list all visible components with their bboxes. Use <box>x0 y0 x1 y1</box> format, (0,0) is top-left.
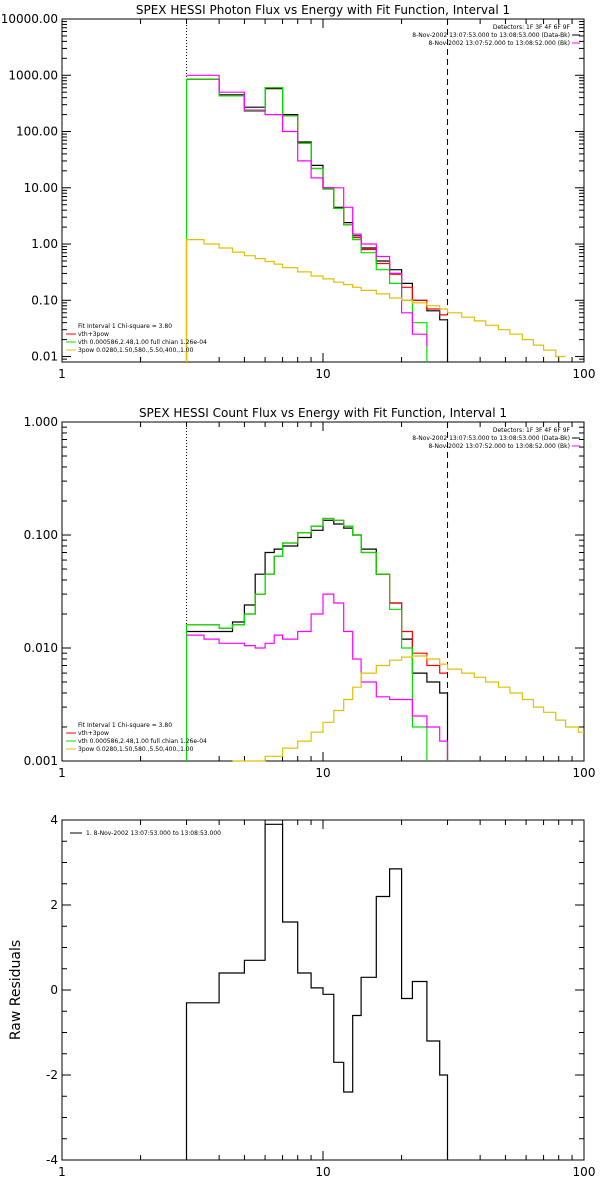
x-tick-label-1-1: 10 <box>315 766 330 780</box>
legend-line-2-0: 1. 8-Nov-2002 13:07:53.000 to 13:08:53.0… <box>86 830 221 837</box>
x-tick-label-2-1: 10 <box>315 1165 330 1179</box>
series-line-0-2 <box>185 78 428 362</box>
series-line-0-4 <box>185 239 566 362</box>
x-tick-label-0-0: 1 <box>58 367 66 381</box>
legend-line-1-0: Fit Interval 1 Chi-square = 3.80 <box>78 722 172 729</box>
y-tick-label-0-2: 1.00 <box>31 237 58 251</box>
y-tick-label-0-1: 0.10 <box>31 293 58 307</box>
y-tick-label-1-3: 1.000 <box>24 415 58 429</box>
chart-title-1: SPEX HESSI Count Flux vs Energy with Fit… <box>139 406 507 420</box>
plot-frame-0 <box>61 18 585 363</box>
y-tick-label-1-1: 0.010 <box>24 641 58 655</box>
legend-line-1-2: vth 0.000586,2.48,1.00 full chian 1.26e-… <box>78 738 207 745</box>
y-axis-label-2: Raw Residuals <box>8 940 24 1040</box>
y-tick-label-0-3: 10.00 <box>24 181 58 195</box>
series-line-1-1 <box>186 517 448 674</box>
y-tick-label-2-3: 2 <box>50 898 58 912</box>
series-line-0-0 <box>186 78 449 362</box>
legend-line-0-2: vth 0.000586,2.48,1.00 full chian 1.26e-… <box>78 339 207 346</box>
y-tick-label-1-0: 0.001 <box>24 754 58 768</box>
series-line-1-2 <box>185 517 428 761</box>
info-line-0-1: 8-Nov-2002 13:07:53.000 to 13:08:53.000 … <box>412 32 570 39</box>
info-line-0-0: Detectors: 1F 3F 4F 6F 9F <box>493 24 571 31</box>
x-tick-label-0-2: 100 <box>573 367 596 381</box>
y-tick-label-0-4: 100.00 <box>16 125 58 139</box>
series-line-0-3 <box>186 74 428 347</box>
x-tick-label-2-0: 1 <box>58 1165 66 1179</box>
legend-line-1-1: vth+3pow <box>78 730 109 737</box>
chart-title-0: SPEX HESSI Photon Flux vs Energy with Fi… <box>136 3 510 17</box>
series-line-0-1 <box>186 78 448 316</box>
info-line-0-2: 8-Nov-2002 13:07:52.000 to 13:08:52.000 … <box>428 40 570 47</box>
legend-line-0-1: vth+3pow <box>78 331 109 338</box>
legend-line-0-3: 3pow 0.0280,1.50,580.,5.50,400.,1.00 <box>78 347 194 354</box>
info-line-1-2: 8-Nov-2002 13:07:52.000 to 13:08:52.000 … <box>428 443 570 450</box>
x-tick-label-1-2: 100 <box>573 766 596 780</box>
series-line-1-0 <box>186 519 449 761</box>
x-tick-label-0-1: 10 <box>315 367 330 381</box>
y-tick-label-0-6: 10000.00 <box>1 12 58 26</box>
y-tick-label-1-2: 0.100 <box>24 528 58 542</box>
series-line-1-4 <box>232 655 584 762</box>
y-tick-label-0-0: 0.01 <box>31 350 58 364</box>
plot-frame-1 <box>61 421 585 762</box>
x-tick-label-2-2: 100 <box>573 1165 596 1179</box>
y-tick-label-0-5: 1000.00 <box>8 68 58 82</box>
y-tick-label-2-4: 4 <box>50 813 58 827</box>
legend-line-1-3: 3pow 0.0280,1.50,580.,5.50,400.,1.00 <box>78 746 194 753</box>
series-line-2-0 <box>185 823 449 1160</box>
legend-line-0-0: Fit Interval 1 Chi-square = 3.80 <box>78 323 172 330</box>
y-tick-label-2-1: -2 <box>46 1068 58 1082</box>
y-tick-label-2-0: -4 <box>46 1153 58 1167</box>
info-line-1-0: Detectors: 1F 3F 4F 6F 9F <box>493 427 571 434</box>
x-tick-label-1-0: 1 <box>58 766 66 780</box>
info-line-1-1: 8-Nov-2002 13:07:53.000 to 13:08:53.000 … <box>412 435 570 442</box>
y-tick-label-2-2: 0 <box>50 983 58 997</box>
series-line-1-3 <box>186 593 449 761</box>
